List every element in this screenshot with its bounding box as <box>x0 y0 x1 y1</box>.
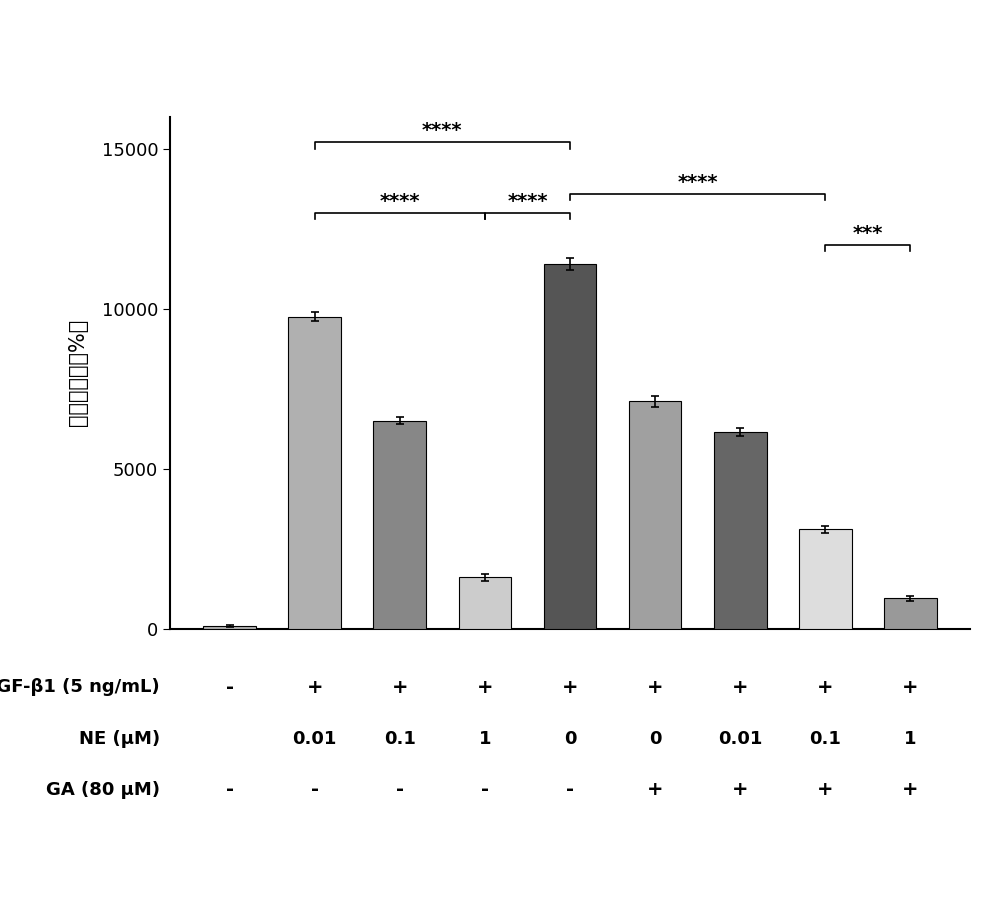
Bar <box>373 420 426 629</box>
Bar <box>799 530 852 629</box>
Text: ***: *** <box>853 224 883 242</box>
Text: +: + <box>732 780 748 799</box>
Text: -: - <box>226 780 234 799</box>
Y-axis label: 相对增殖率（%）: 相对增殖率（%） <box>68 319 88 427</box>
Text: +: + <box>817 780 834 799</box>
Bar <box>544 264 596 629</box>
Text: +: + <box>562 678 578 697</box>
Text: 1: 1 <box>904 730 917 748</box>
Text: +: + <box>647 678 663 697</box>
Text: -: - <box>481 780 489 799</box>
Text: -: - <box>226 678 234 697</box>
Bar <box>288 317 341 629</box>
Text: 0.1: 0.1 <box>809 730 841 748</box>
Bar <box>459 577 511 629</box>
Text: 0.01: 0.01 <box>292 730 337 748</box>
Text: ****: **** <box>422 121 463 140</box>
Text: +: + <box>647 780 663 799</box>
Text: NE (μM): NE (μM) <box>79 730 160 748</box>
Text: -: - <box>396 780 404 799</box>
Bar <box>629 401 681 629</box>
Text: 0: 0 <box>564 730 576 748</box>
Bar <box>884 598 937 629</box>
Bar <box>203 626 256 629</box>
Text: ****: **** <box>507 192 548 211</box>
Text: +: + <box>732 678 748 697</box>
Bar <box>714 432 767 629</box>
Text: -: - <box>311 780 319 799</box>
Text: +: + <box>392 678 408 697</box>
Text: +: + <box>902 780 919 799</box>
Text: 0.01: 0.01 <box>718 730 762 748</box>
Text: ****: **** <box>677 172 718 191</box>
Text: +: + <box>306 678 323 697</box>
Text: TGF-β1 (5 ng/mL): TGF-β1 (5 ng/mL) <box>0 679 160 697</box>
Text: +: + <box>817 678 834 697</box>
Text: GA (80 μM): GA (80 μM) <box>46 781 160 799</box>
Text: ****: **** <box>380 192 420 211</box>
Text: +: + <box>477 678 493 697</box>
Text: 1: 1 <box>479 730 491 748</box>
Text: 0: 0 <box>649 730 661 748</box>
Text: +: + <box>902 678 919 697</box>
Text: -: - <box>566 780 574 799</box>
Text: 0.1: 0.1 <box>384 730 416 748</box>
